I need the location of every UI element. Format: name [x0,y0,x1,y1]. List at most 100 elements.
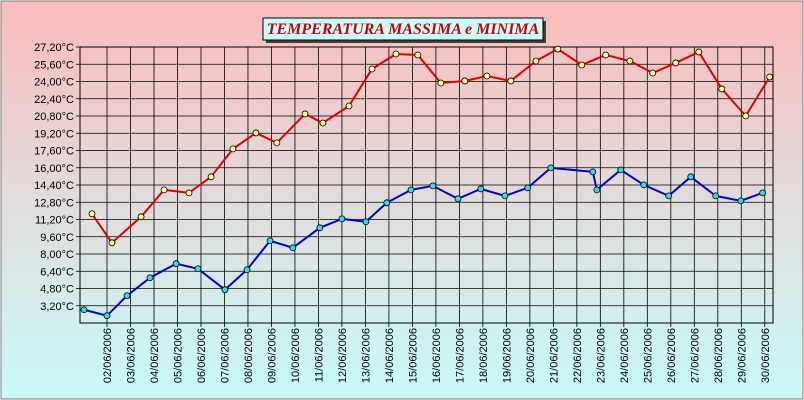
x-tick-label: 21/06/2006 [548,328,560,383]
point [617,166,625,174]
y-tick-label: 11,20°C [35,215,74,227]
plot: 3,20°C 4,80°C 6,40°C 8,00°C 9,60°C 11,20°C 12,… [34,42,774,383]
x-tick-label: 08/06/2006 [243,328,255,383]
point [301,110,309,118]
point [289,244,297,252]
point [345,102,353,110]
x-tick-label: 06/06/2006 [196,328,208,383]
point [695,48,703,56]
x-tick-label: 26/06/2006 [666,328,678,383]
y-tick-label: 24,00°C [34,77,74,89]
x-tick-label: 30/06/2006 [760,328,772,383]
point [547,164,555,172]
point [429,182,437,190]
point [368,65,376,73]
point [80,306,88,314]
chart-title: TEMPERATURA MASSIMA e MINIMA [267,21,540,38]
x-tick-label: 29/06/2006 [736,328,748,383]
point [160,186,168,194]
y-tick-label: 17,60°C [34,146,74,158]
x-tick-label: 17/06/2006 [454,328,466,383]
title-box [262,17,544,41]
y-tick-label: 12,80°C [34,197,74,209]
point [437,79,445,87]
point [524,184,532,192]
y-tick-label: 27,20°C [34,42,74,54]
x-tick-label: 14/06/2006 [384,328,396,383]
x-tick-label: 23/06/2006 [595,328,607,383]
point [626,57,634,65]
point [103,312,111,320]
point [229,145,237,153]
point [665,192,673,200]
point [578,61,586,69]
point [319,119,327,127]
x-tick-label: 19/06/2006 [501,328,513,383]
x-tick-label: 28/06/2006 [713,328,725,383]
point [392,50,400,58]
x-tick-label: 18/06/2006 [478,328,490,383]
x-tick-label: 13/06/2006 [360,328,372,383]
point [589,168,597,176]
point [221,286,229,294]
point [266,237,274,245]
x-tick-label: 12/06/2006 [337,328,349,383]
point [243,266,251,274]
x-tick-label: 03/06/2006 [126,328,138,383]
point [146,274,154,282]
y-tick-label: 6,40°C [40,266,74,278]
y-tick-label: 3,20°C [40,301,74,313]
point [602,51,610,59]
y-tick-label: 20,80°C [34,111,74,123]
y-tick-label: 16,00°C [34,163,74,175]
point [759,189,767,197]
point [687,173,695,181]
x-tick-label: 04/06/2006 [149,328,161,383]
point [137,213,145,221]
point [461,77,469,85]
x-tick-label: 09/06/2006 [266,328,278,383]
y-tick-label: 19,20°C [34,128,74,140]
x-tick-label: 15/06/2006 [407,328,419,383]
point [194,265,202,273]
y-tick-label: 14,40°C [34,180,74,192]
point [252,129,260,137]
x-tick-label: 27/06/2006 [689,328,701,383]
point [483,72,491,80]
point [672,59,680,67]
point [185,189,193,197]
point [554,45,562,53]
point [383,199,391,207]
point [501,192,509,200]
point [316,224,324,232]
point [414,51,422,59]
point [532,57,540,65]
x-tick-label: 20/06/2006 [525,328,537,383]
point [477,185,485,193]
x-tick-label: 16/06/2006 [431,328,443,383]
point [454,195,462,203]
point [712,192,720,200]
series-line [83,166,764,317]
point [108,239,116,247]
point [640,181,648,189]
point [338,215,346,223]
point [742,112,750,120]
point [273,139,281,147]
y-tick-label: 22,40°C [34,94,74,106]
point [362,218,370,226]
point [766,73,774,81]
point [88,210,96,218]
point [737,197,745,205]
point [649,69,657,77]
point [718,85,726,93]
series-line [91,47,771,245]
x-tick-label: 24/06/2006 [619,328,631,383]
point [123,292,131,300]
point [593,186,601,194]
y-tick-label: 8,00°C [40,249,74,261]
x-tick-label: 22/06/2006 [572,328,584,383]
